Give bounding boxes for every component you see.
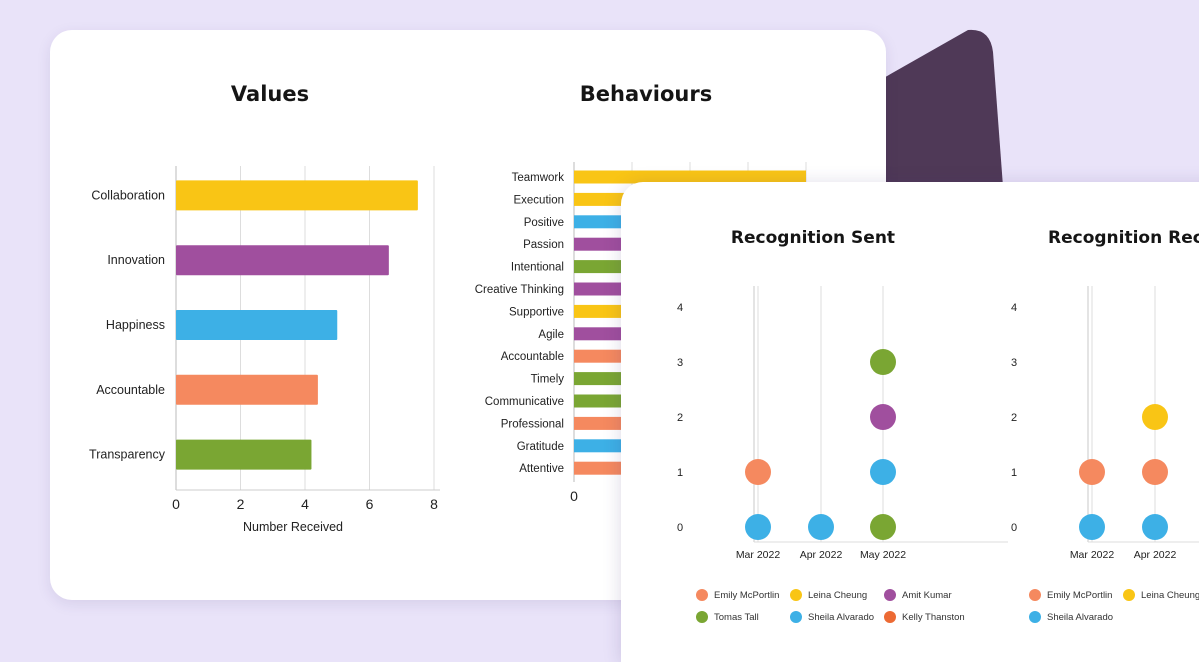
- legend-color-dot: [884, 611, 896, 623]
- behaviours-category-label: Passion: [523, 239, 564, 251]
- recognition-sent-y-tick: 4: [677, 302, 683, 314]
- recognition-received-point: [1142, 514, 1168, 540]
- recognition-sent-title: Recognition Sent: [730, 228, 896, 248]
- values-bar: [176, 374, 318, 405]
- legend-item: Sheila Alvarado: [1029, 611, 1113, 623]
- recognition-sent-x-tick: Apr 2022: [800, 549, 843, 561]
- values-category-label: Accountable: [96, 383, 165, 397]
- values-x-tick: 4: [301, 496, 309, 512]
- recognition-sent-point: [870, 404, 896, 430]
- behaviours-category-label: Professional: [501, 418, 564, 430]
- values-x-tick: 6: [366, 496, 374, 512]
- legend-color-dot: [1123, 589, 1135, 601]
- recognition-sent-x-tick: Mar 2022: [736, 549, 781, 561]
- recognition-received-point: [1079, 459, 1105, 485]
- values-bar-chart: 0 2 4 6 8 Collaboration Innovation Happiness Acc…: [89, 166, 440, 534]
- behaviours-category-label: Execution: [513, 194, 564, 206]
- legend-item: Sheila Alvarado: [790, 611, 874, 623]
- legend-item: Leina Cheung: [1123, 589, 1199, 601]
- behaviours-category-label: Accountable: [501, 351, 564, 363]
- behaviours-category-label: Teamwork: [512, 172, 565, 184]
- values-category-label: Collaboration: [91, 188, 165, 202]
- legend-color-dot: [696, 611, 708, 623]
- recognition-sent-x-tick: May 2022: [860, 549, 906, 561]
- recognition-sent-point: [870, 514, 896, 540]
- recognition-received-title: Recognition Rece: [1048, 228, 1199, 248]
- recognition-received-y-tick: 3: [1011, 357, 1017, 369]
- behaviours-category-label: Communicative: [485, 396, 564, 408]
- legend-label: Leina Cheung: [808, 589, 868, 601]
- recognition-received-point: [1142, 459, 1168, 485]
- legend-item: Amit Kumar: [884, 589, 952, 601]
- behaviours-category-label: Gratitude: [517, 441, 564, 453]
- behaviours-category-label: Positive: [524, 217, 564, 229]
- legend-item: Emily McPortlin: [1029, 589, 1112, 601]
- values-x-tick: 2: [237, 496, 245, 512]
- legend-color-dot: [790, 611, 802, 623]
- recognition-sent-point: [808, 514, 834, 540]
- recognition-received-y-tick: 2: [1011, 412, 1017, 424]
- recognition-sent-point: [870, 349, 896, 375]
- recognition-card: Recognition Sent Recognition Rece 0 1 2 3 4 M…: [621, 182, 1199, 662]
- values-chart-title: Values: [230, 82, 310, 106]
- recognition-sent-y-tick: 3: [677, 357, 683, 369]
- recognition-sent-point: [745, 514, 771, 540]
- recognition-sent-y-tick: 0: [677, 522, 683, 534]
- legend-label: Sheila Alvarado: [1047, 611, 1114, 623]
- values-x-tick: 0: [172, 496, 180, 512]
- behaviours-category-label: Agile: [538, 329, 564, 341]
- legend-label: Tomas Tall: [714, 611, 759, 623]
- behaviours-category-label: Timely: [531, 374, 565, 386]
- recognition-received-point: [1142, 404, 1168, 430]
- values-bar: [176, 180, 418, 211]
- recognition-sent-y-tick: 1: [677, 467, 683, 479]
- recognition-received-x-tick: Apr 2022: [1134, 549, 1177, 561]
- recognition-received-point: [1079, 514, 1105, 540]
- legend-item: Tomas Tall: [696, 611, 759, 623]
- behaviours-x-tick: 0: [570, 488, 578, 504]
- legend-color-dot: [1029, 589, 1041, 601]
- legend-label: Sheila Alvarado: [808, 611, 875, 623]
- recognition-received-y-tick: 0: [1011, 522, 1017, 534]
- recognition-sent-chart: 0 1 2 3 4 Mar 2022 Apr 2022 May 2022: [677, 286, 1008, 561]
- legend-label: Amit Kumar: [902, 589, 952, 601]
- values-x-axis-label: Number Received: [243, 520, 343, 534]
- recognition-received-x-tick: Mar 2022: [1070, 549, 1115, 561]
- legend-item: Kelly Thanston: [884, 611, 965, 623]
- behaviours-category-label: Intentional: [511, 262, 564, 274]
- behaviours-category-label: Creative Thinking: [475, 284, 564, 296]
- behaviours-category-label: Attentive: [519, 463, 564, 475]
- legend-label: Leina Cheung: [1141, 589, 1199, 601]
- behaviours-category-label: Supportive: [509, 306, 564, 318]
- legend-label: Emily McPortlin: [714, 589, 780, 601]
- behaviours-bar: [574, 170, 806, 184]
- recognition-received-y-tick: 1: [1011, 467, 1017, 479]
- values-bar: [176, 310, 338, 340]
- legend-item: Emily McPortlin: [696, 589, 779, 601]
- values-category-label: Innovation: [107, 253, 165, 267]
- legend-color-dot: [790, 589, 802, 601]
- values-bar: [176, 245, 389, 276]
- legend-color-dot: [884, 589, 896, 601]
- legend-label: Kelly Thanston: [902, 611, 965, 623]
- values-x-tick: 8: [430, 496, 438, 512]
- legend-item: Leina Cheung: [790, 589, 867, 601]
- recognition-sent-point: [870, 459, 896, 485]
- legend-label: Emily McPortlin: [1047, 589, 1113, 601]
- recognition-sent-y-tick: 2: [677, 412, 683, 424]
- recognition-received-y-tick: 4: [1011, 302, 1017, 314]
- legend-color-dot: [696, 589, 708, 601]
- legend-color-dot: [1029, 611, 1041, 623]
- values-category-label: Transparency: [89, 448, 166, 462]
- behaviours-chart-title: Behaviours: [579, 82, 713, 106]
- values-bar: [176, 439, 312, 470]
- values-category-label: Happiness: [106, 318, 165, 332]
- recognition-sent-point: [745, 459, 771, 485]
